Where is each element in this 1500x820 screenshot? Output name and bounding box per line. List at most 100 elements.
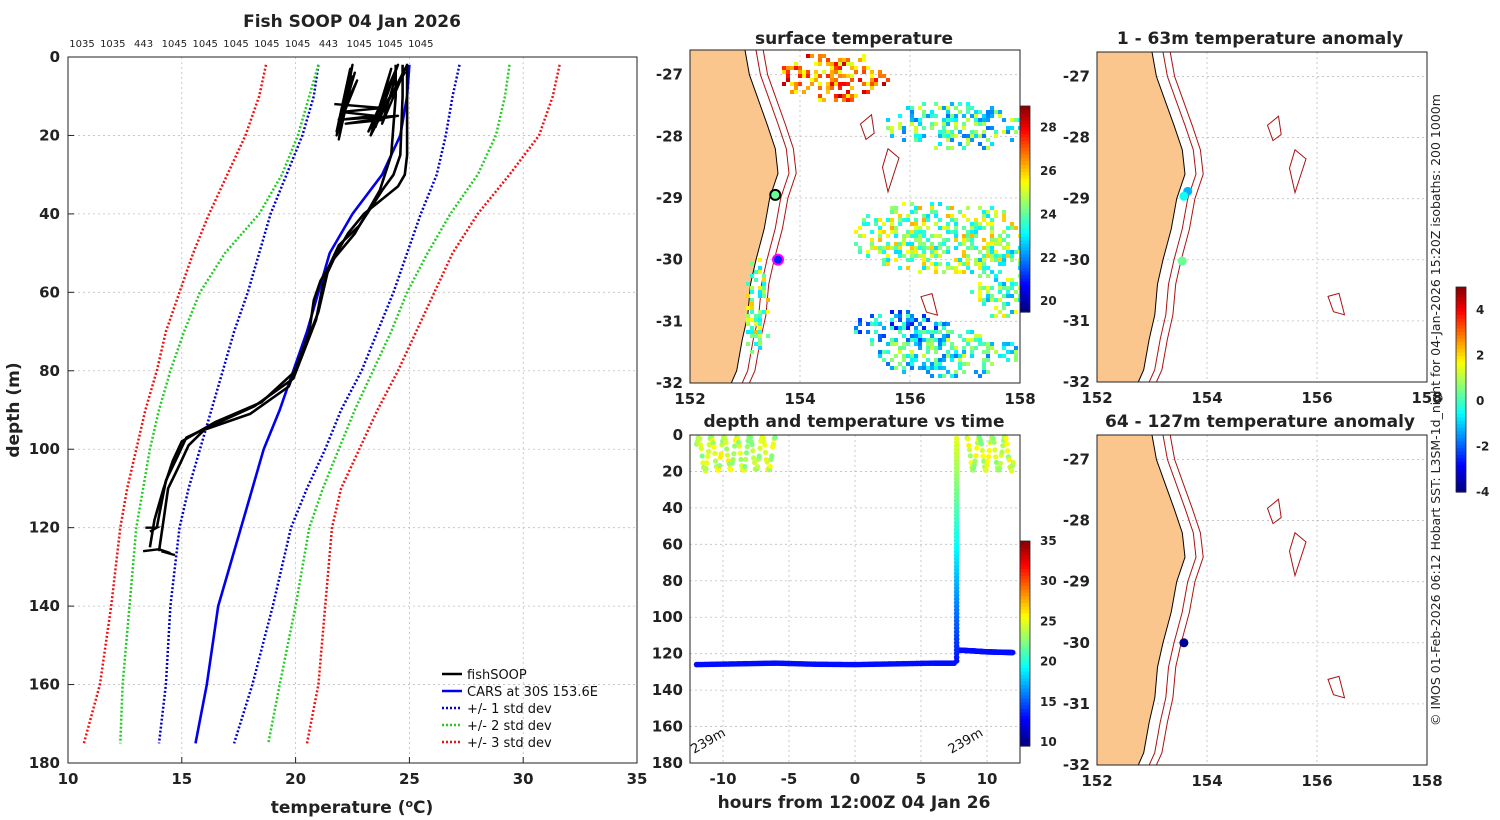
sst-pixel xyxy=(898,126,902,130)
sst-colorbar-segment xyxy=(1020,150,1030,155)
map-ytick-label: -28 xyxy=(1063,512,1090,530)
sst-colorbar-segment xyxy=(1020,253,1030,258)
sst-pixel xyxy=(938,374,942,378)
sst-pixel xyxy=(926,246,930,250)
sst-pixel xyxy=(938,366,942,370)
sst-pixel xyxy=(790,82,794,86)
sst-pixel xyxy=(994,258,998,262)
sst-pixel xyxy=(938,106,942,110)
sst-pixel xyxy=(978,298,982,302)
sst-pixel xyxy=(878,246,882,250)
sst-pixel xyxy=(802,90,806,94)
dt-colorbar-segment xyxy=(1020,605,1030,610)
sst-pixel xyxy=(930,362,934,366)
sst-pixel xyxy=(962,226,966,230)
sst-pixel xyxy=(758,322,762,326)
sst-pixel xyxy=(902,126,906,130)
sst-pixel xyxy=(858,322,862,326)
anomaly-colorbar-segment xyxy=(1456,321,1466,326)
sst-pixel xyxy=(926,358,930,362)
map-xtick-label: 156 xyxy=(1301,389,1332,407)
sst-pixel xyxy=(970,138,974,142)
sst-pixel xyxy=(950,102,954,106)
sst-colorbar-segment xyxy=(1020,212,1030,217)
dt-colorbar-segment xyxy=(1020,684,1030,689)
sst-pixel xyxy=(938,134,942,138)
sst-pixel xyxy=(914,338,918,342)
sst-colorbar-segment xyxy=(1020,202,1030,207)
sst-pixel xyxy=(870,342,874,346)
profile-top-labels: 1035 1035 443 1045 1045 1045 1045 1045 443 1045 10… xyxy=(69,39,433,50)
sst-pixel xyxy=(938,322,942,326)
profile-top-label: 1045 xyxy=(162,39,187,50)
sst-pixel xyxy=(994,130,998,134)
dt-point xyxy=(978,441,985,447)
sst-pixel xyxy=(890,246,894,250)
sst-colorbar-segment xyxy=(1020,188,1030,193)
sst-pixel xyxy=(910,114,914,118)
sst-colorbar-segment xyxy=(1020,274,1030,279)
sst-pixel xyxy=(902,130,906,134)
sst-pixel xyxy=(950,206,954,210)
sst-colorbar-segment xyxy=(1020,198,1030,203)
sst-pixel xyxy=(958,358,962,362)
sst-pixel xyxy=(846,74,850,78)
sst-pixel xyxy=(918,342,922,346)
sst-pixel xyxy=(918,346,922,350)
dt-colorbar-segment xyxy=(1020,602,1030,607)
sst-pixel xyxy=(826,58,830,62)
map-land xyxy=(689,49,779,384)
sst-pixel xyxy=(986,350,990,354)
sst-pixel xyxy=(842,94,846,98)
dt-point xyxy=(749,441,755,448)
dt-xtick-label: -5 xyxy=(781,770,798,788)
sst-pixel xyxy=(870,78,874,82)
sst-pixel xyxy=(1002,238,1006,242)
sst-pixel xyxy=(970,346,974,350)
sst-pixel xyxy=(942,226,946,230)
sst-pixel xyxy=(754,342,758,346)
sst-pixel xyxy=(862,66,866,70)
sst-pixel xyxy=(1014,118,1018,122)
sst-pixel xyxy=(826,86,830,90)
sst-pixel xyxy=(998,310,1002,314)
sst-pixel xyxy=(986,242,990,246)
sst-pixel xyxy=(958,258,962,262)
sst-pixel xyxy=(982,218,986,222)
sst-pixel xyxy=(866,254,870,258)
sst-pixel xyxy=(870,74,874,78)
sst-pixel xyxy=(942,342,946,346)
sst-pixel xyxy=(958,270,962,274)
sst-pixel xyxy=(754,318,758,322)
sst-pixel xyxy=(926,238,930,242)
sst-pixel xyxy=(862,58,866,62)
sst-pixel xyxy=(922,250,926,254)
dt-point xyxy=(698,445,704,452)
sst-pixel xyxy=(1006,226,1010,230)
map-ytick-label: -31 xyxy=(1063,312,1090,330)
sst-pixel xyxy=(758,326,762,330)
sst-pixel xyxy=(874,318,878,322)
sst-pixel xyxy=(1010,286,1014,290)
sst-pixel xyxy=(982,298,986,302)
sst-pixel xyxy=(870,338,874,342)
sst-pixel xyxy=(858,330,862,334)
sst-pixel xyxy=(926,318,930,322)
sst-pixel xyxy=(942,374,946,378)
sst-pixel xyxy=(954,370,958,374)
sst-pixel xyxy=(998,258,1002,262)
sst-pixel xyxy=(946,222,950,226)
sst-colorbar-segment xyxy=(1020,112,1030,117)
sst-pixel xyxy=(994,110,998,114)
sst-pixel xyxy=(862,222,866,226)
anomaly-colorbar-segment xyxy=(1456,358,1466,363)
sst-pixel xyxy=(1002,294,1006,298)
dt-colorbar-segment xyxy=(1020,554,1030,559)
profile-grid xyxy=(68,57,637,763)
sst-pixel xyxy=(906,338,910,342)
anomaly-colorbar-tick-label: 2 xyxy=(1476,348,1484,362)
sst-pixel xyxy=(922,222,926,226)
sst-pixel xyxy=(990,226,994,230)
sst-pixel xyxy=(902,354,906,358)
sst-pixel xyxy=(818,94,822,98)
